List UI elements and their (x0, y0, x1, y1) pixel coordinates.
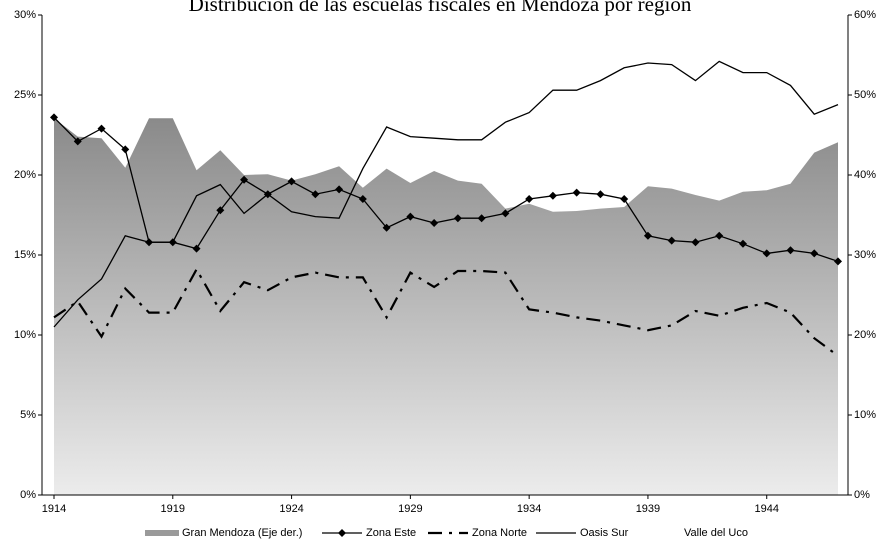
marker (311, 190, 320, 199)
marker (240, 175, 249, 184)
y-tick-label: 10% (14, 329, 36, 341)
line (53, 60, 839, 328)
marker (358, 195, 367, 203)
legend-label: Zona Norte (472, 527, 527, 539)
legend-marker (338, 529, 346, 537)
y2-tick-label: 20% (854, 329, 876, 341)
line (53, 116, 839, 263)
x-tick-label: 1939 (636, 503, 660, 515)
marker (50, 113, 58, 122)
y-tick-label: 30% (14, 9, 36, 21)
marker (406, 212, 415, 221)
y-tick-label: 0% (20, 489, 36, 501)
legend-label: Valle del Uco (684, 527, 748, 539)
x-tick-label: 1944 (754, 503, 778, 515)
y2-tick-label: 40% (854, 169, 876, 181)
x-tick-label: 1919 (161, 503, 185, 515)
x-tick-label: 1924 (279, 503, 303, 515)
marker (73, 137, 82, 146)
legend-swatch (145, 530, 179, 536)
marker (620, 195, 629, 203)
marker (477, 214, 486, 223)
y-tick-label: 20% (14, 169, 36, 181)
marker (715, 231, 724, 240)
marker (834, 257, 842, 266)
marker (382, 223, 391, 232)
x-tick-label: 1929 (398, 503, 422, 515)
y-tick-label: 25% (14, 89, 36, 101)
marker (548, 191, 557, 200)
area-layer (54, 118, 838, 495)
marker (216, 206, 225, 215)
marker (501, 209, 510, 218)
marker (786, 246, 795, 255)
y2-tick-label: 30% (854, 249, 876, 261)
line-layer (50, 60, 842, 357)
marker (97, 124, 106, 133)
marker (643, 231, 652, 240)
y2-tick-label: 0% (854, 489, 870, 501)
legend-label: Oasis Sur (580, 527, 629, 539)
y2-tick-label: 60% (854, 9, 876, 21)
x-tick-label: 1914 (42, 503, 66, 515)
legend-label: Zona Este (366, 527, 416, 539)
marker (762, 249, 771, 258)
y-tick-label: 5% (20, 409, 36, 421)
area (54, 118, 838, 495)
marker (667, 236, 676, 245)
marker (335, 185, 344, 194)
line (53, 267, 839, 357)
legend-label: Gran Mendoza (Eje der.) (182, 527, 302, 539)
marker (287, 177, 296, 186)
marker (453, 214, 462, 223)
y2-tick-label: 50% (854, 89, 876, 101)
marker (810, 249, 819, 258)
marker (525, 195, 534, 203)
marker (430, 219, 439, 227)
marker (738, 239, 747, 248)
y2-tick-label: 10% (854, 409, 876, 421)
marker (596, 190, 605, 199)
y-tick-label: 15% (14, 249, 36, 261)
x-tick-label: 1934 (517, 503, 541, 515)
marker (121, 145, 130, 154)
marker (572, 188, 581, 197)
marker (192, 244, 201, 253)
marker (691, 238, 700, 247)
chart-title: Distribución de las escuelas fiscales en… (189, 0, 692, 16)
